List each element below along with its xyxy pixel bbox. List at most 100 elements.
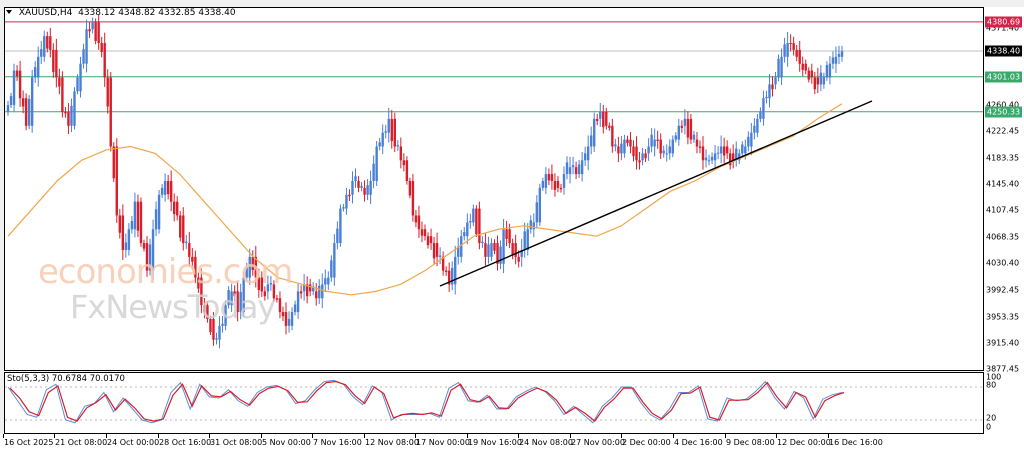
time-tick-mark [776, 434, 777, 438]
candle-body [795, 49, 798, 57]
candle-body [653, 139, 656, 147]
candle-body [64, 111, 67, 114]
candle-body [372, 163, 375, 181]
candle-body [375, 146, 378, 181]
candle-body [318, 285, 321, 299]
candle-body [544, 174, 548, 188]
candle-body [163, 180, 167, 195]
candle-body [52, 49, 55, 72]
candle-body [490, 243, 493, 257]
time-axis[interactable] [0, 434, 1024, 454]
candle-body [520, 249, 523, 257]
price-tick-label: 4030.40 [986, 258, 1020, 268]
candle-body [257, 277, 261, 290]
dropdown-triangle-icon[interactable] [6, 10, 12, 14]
candle-body [759, 111, 762, 119]
time-tick-label: 12 Nov 08:00 [365, 438, 419, 447]
candle-body [529, 220, 532, 230]
candle-body [589, 135, 593, 147]
candle-body [656, 139, 659, 141]
candle-body [810, 70, 813, 78]
candle-body [541, 180, 545, 188]
candle-body [701, 146, 705, 161]
candle-body [345, 194, 348, 209]
price-tick-label: 3992.45 [986, 285, 1020, 295]
candle-body [741, 144, 744, 154]
price-tick-label: 4222.45 [986, 126, 1020, 136]
candle-body [351, 180, 354, 195]
candle-body [55, 49, 58, 78]
moving-average-line [7, 103, 843, 296]
candle-body [632, 146, 635, 157]
time-tick-label: 4 Dec 16:00 [674, 438, 723, 447]
candle-body [103, 43, 106, 78]
candle-body [786, 43, 789, 57]
candle-body [426, 236, 430, 246]
candle-body [154, 209, 158, 230]
candle-body [698, 146, 702, 148]
candle-body [33, 67, 37, 78]
candle-body [523, 231, 526, 250]
candle-body [831, 57, 835, 64]
candle-body [18, 70, 22, 99]
candle-body [378, 142, 381, 147]
candle-body [457, 246, 460, 257]
candle-body [112, 146, 115, 179]
candle-body [602, 111, 605, 128]
candle-body [176, 201, 179, 216]
candle-body [771, 84, 774, 90]
candle-body [330, 260, 333, 278]
candle-body [586, 146, 590, 161]
candle-body [635, 146, 638, 161]
candle-body [750, 132, 753, 147]
candle-body [441, 256, 445, 271]
candle-body [484, 243, 487, 257]
candle-body [481, 241, 484, 244]
candle-body [722, 146, 726, 156]
time-tick-mark [621, 434, 622, 438]
time-tick-label: 9 Dec 08:00 [726, 438, 775, 447]
candle-body [384, 131, 387, 133]
candle-body [553, 180, 557, 190]
candle-body [777, 58, 780, 78]
price-level-tag: 4338.40 [985, 45, 1023, 57]
candle-body [450, 267, 454, 285]
candle-body [139, 201, 143, 244]
candle-body [466, 222, 469, 237]
price-tick-label: 3877.45 [986, 364, 1020, 374]
candle-body [130, 220, 134, 230]
candle-body [638, 160, 641, 163]
candle-body [710, 156, 714, 161]
candle-body [550, 174, 554, 181]
candle-body [508, 229, 511, 244]
candle-body [583, 153, 587, 161]
candle-body [647, 146, 650, 154]
candle-body [819, 72, 823, 85]
candle-body [227, 289, 230, 306]
candle-body [780, 56, 783, 78]
candle-body [402, 160, 406, 166]
candle-body [674, 135, 678, 140]
candle-body [133, 201, 137, 230]
candle-body [296, 291, 300, 313]
candle-body [399, 146, 403, 161]
candle-body [623, 139, 626, 154]
stochastic-title: Sto(5,3,3) 70.6784 70.0170 [7, 374, 125, 384]
candle-body [369, 180, 372, 195]
candle-body [182, 215, 185, 244]
candle-body [239, 292, 242, 313]
candle-body [420, 229, 424, 236]
candle-body [224, 305, 227, 326]
candle-body [381, 132, 384, 147]
candle-body [747, 136, 750, 147]
candle-body [599, 111, 602, 119]
candle-body [487, 244, 490, 257]
price-level-tag: 4250.33 [985, 106, 1023, 118]
price-tick-label: 4107.45 [986, 205, 1020, 215]
candle-body [617, 146, 620, 154]
candle-body [596, 118, 599, 121]
candle-body [305, 284, 309, 297]
candle-body [435, 243, 439, 257]
candle-body [106, 77, 109, 107]
candle-body [478, 208, 481, 244]
